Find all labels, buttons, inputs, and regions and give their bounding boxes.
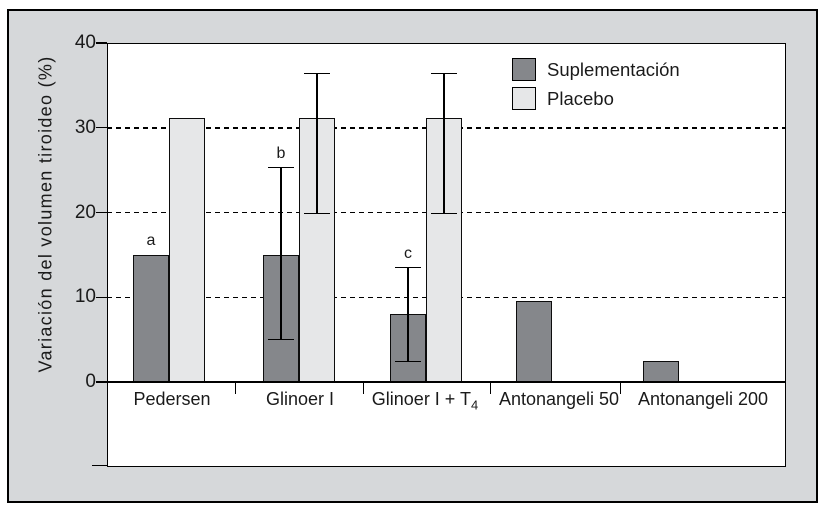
x-category-label: Antonangeli 200 <box>637 389 769 409</box>
error-bar-cap-bottom <box>268 338 294 341</box>
x-axis-tick <box>620 382 622 394</box>
bar-suplementacion <box>133 254 169 383</box>
y-axis-tick <box>96 381 107 383</box>
legend-item-suplementacion: Suplementación <box>512 55 680 84</box>
error-bar-cap-top <box>431 72 457 75</box>
x-axis-tick <box>490 382 492 394</box>
bar-suplementacion <box>516 300 552 383</box>
x-axis-tick <box>363 382 365 394</box>
plot-bottom-border-overhang <box>92 464 108 466</box>
significance-letter: b <box>276 144 286 162</box>
y-axis-tick <box>96 127 107 129</box>
y-axis-tick <box>96 296 107 298</box>
legend-label-suplementacion: Suplementación <box>547 58 680 80</box>
y-axis-tick <box>96 42 107 44</box>
legend-swatch-suplementacion <box>512 58 536 81</box>
x-category-label: Pedersen <box>133 389 211 409</box>
y-tick-label: 40 <box>74 32 96 53</box>
bar-suplementacion <box>643 360 679 383</box>
x-axis-tick <box>235 382 237 394</box>
error-bar-line <box>407 267 409 362</box>
y-tick-label: 0 <box>85 371 96 392</box>
y-tick-label: 20 <box>74 201 96 223</box>
x-category-label: Antonangeli 50 <box>498 389 620 409</box>
legend-item-placebo: Placebo <box>512 84 680 113</box>
y-axis-tick <box>96 211 107 214</box>
subscript: 4 <box>471 397 479 413</box>
y-axis-title: Variación del volumen tiroideo (%) <box>35 55 56 373</box>
legend: Suplementación Placebo <box>512 55 680 113</box>
y-tick-label: 30 <box>74 116 96 138</box>
error-bar-cap-bottom <box>395 360 421 363</box>
significance-letter: c <box>404 244 412 262</box>
legend-swatch-placebo <box>512 87 536 110</box>
significance-letter: a <box>146 231 156 249</box>
error-bar-cap-top <box>395 266 421 269</box>
x-axis-line <box>107 381 786 383</box>
error-bar-cap-bottom <box>431 212 457 215</box>
legend-label-placebo: Placebo <box>547 87 614 109</box>
error-bar-cap-top <box>268 166 294 169</box>
x-category-label: Glinoer I + T4 <box>371 389 479 413</box>
error-bar-cap-bottom <box>304 212 330 215</box>
error-bar-line <box>316 73 318 214</box>
error-bar-cap-top <box>304 72 330 75</box>
x-category-label: Glinoer I <box>265 389 335 409</box>
bar-placebo <box>169 117 205 383</box>
y-tick-label: 10 <box>74 286 96 308</box>
error-bar-line <box>443 73 445 214</box>
error-bar-line <box>280 167 282 340</box>
